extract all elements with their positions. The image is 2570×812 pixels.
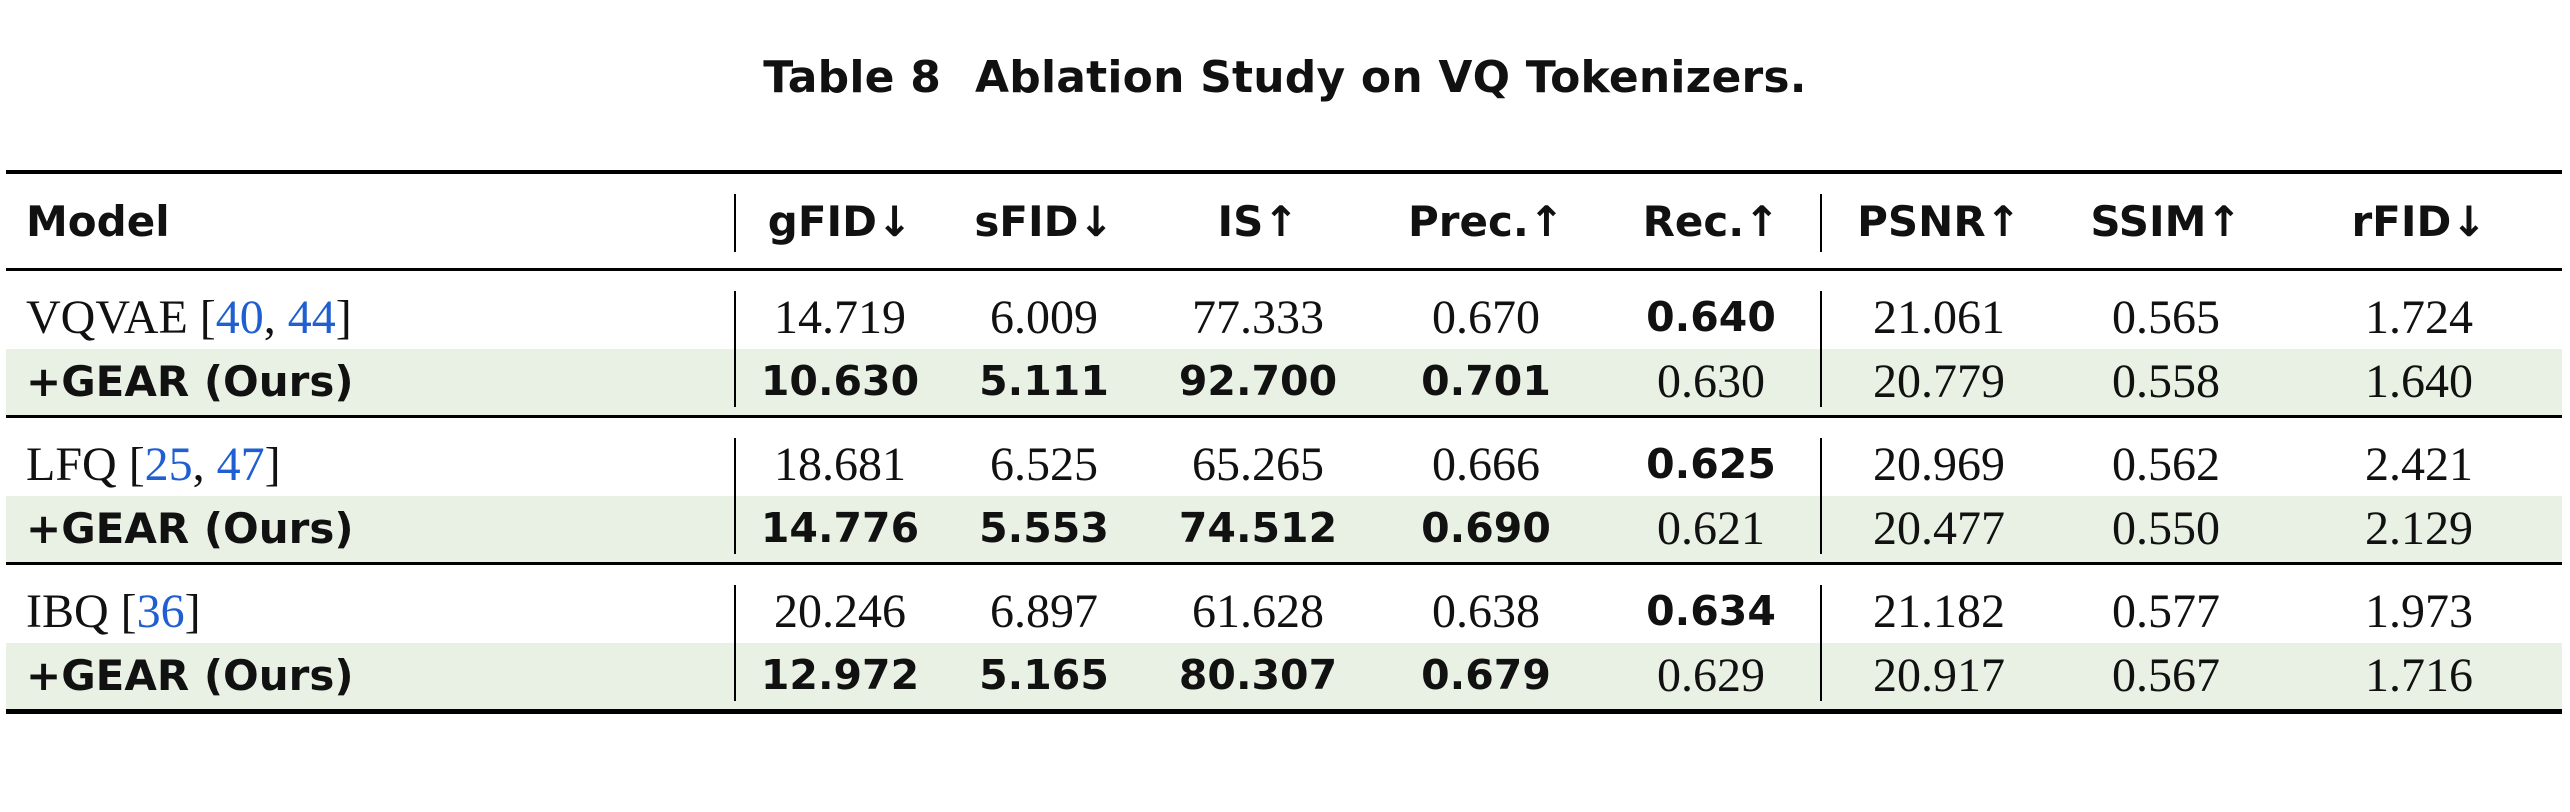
- rfid-cell: 1.724: [2365, 290, 2473, 344]
- gfid-cell: 18.681: [774, 437, 906, 491]
- model-name: LFQ: [26, 437, 117, 491]
- gfid-cell: 14.719: [774, 290, 906, 344]
- is-cell: 77.333: [1192, 290, 1324, 344]
- rec-cell: 0.630: [1600, 349, 1822, 418]
- header-sfid: sFID↓: [944, 170, 1144, 271]
- psnr-cell: 20.779: [1822, 349, 2056, 418]
- rec-cell: 0.621: [1600, 496, 1822, 565]
- table-row-ours: +GEAR (Ours) 12.972 5.165 80.307 0.679 0…: [6, 643, 2562, 714]
- model-name: +GEAR (Ours): [6, 643, 736, 714]
- citation-bracket: ]: [264, 437, 281, 491]
- rfid-cell: 2.421: [2365, 437, 2473, 491]
- psnr-cell: 20.969: [1873, 437, 2005, 491]
- psnr-cell: 20.477: [1822, 496, 2056, 565]
- header-rec: Rec.↑: [1600, 170, 1822, 271]
- model-name: IBQ: [26, 584, 109, 638]
- citation-bracket: [: [199, 290, 216, 344]
- prec-cell: 0.638: [1432, 584, 1540, 638]
- citation-link[interactable]: 40: [215, 290, 264, 344]
- sfid-cell: 6.897: [990, 584, 1098, 638]
- sfid-cell: 5.165: [944, 643, 1144, 714]
- citation-separator: ,: [192, 437, 217, 491]
- model-name: +GEAR (Ours): [6, 349, 736, 418]
- ssim-cell: 0.567: [2056, 643, 2276, 714]
- table-label: Table 8: [763, 52, 942, 103]
- header-is: IS↑: [1144, 170, 1372, 271]
- rfid-cell: 1.973: [2365, 584, 2473, 638]
- sfid-cell: 6.009: [990, 290, 1098, 344]
- citation-link[interactable]: 36: [136, 584, 185, 638]
- header-prec: Prec.↑: [1372, 170, 1600, 271]
- citation-bracket: ]: [335, 290, 352, 344]
- gfid-cell: 10.630: [736, 349, 944, 418]
- prec-cell: 0.666: [1432, 437, 1540, 491]
- prec-cell: 0.670: [1432, 290, 1540, 344]
- table-row-ours: +GEAR (Ours) 14.776 5.553 74.512 0.690 0…: [6, 496, 2562, 565]
- is-cell: 74.512: [1144, 496, 1372, 565]
- ablation-table: Model gFID↓ sFID↓ IS↑ Prec.↑ Rec.↑ PSNR↑…: [6, 170, 2562, 714]
- citation-link[interactable]: 25: [144, 437, 193, 491]
- citation-link[interactable]: 44: [287, 290, 336, 344]
- header-gfid: gFID↓: [736, 170, 944, 271]
- table-row-ibq: IBQ [36] 20.246 6.897 61.628 0.638 0.634…: [6, 564, 2562, 644]
- header-model: Model: [6, 170, 736, 271]
- model-name: VQVAE: [26, 290, 188, 344]
- citation-bracket: ]: [184, 584, 201, 638]
- sfid-cell: 5.553: [944, 496, 1144, 565]
- psnr-cell: 21.061: [1873, 290, 2005, 344]
- rfid-cell: 2.129: [2276, 496, 2562, 565]
- psnr-cell: 21.182: [1873, 584, 2005, 638]
- header-ssim: SSIM↑: [2056, 170, 2276, 271]
- rfid-cell: 1.716: [2276, 643, 2562, 714]
- citation-separator: ,: [263, 290, 288, 344]
- model-name-cell: LFQ [25, 47]: [6, 417, 736, 497]
- table-title: Ablation Study on VQ Tokenizers.: [975, 52, 1807, 103]
- citation-link[interactable]: 47: [216, 437, 265, 491]
- rec-cell: 0.640: [1600, 270, 1822, 350]
- citation-bracket: [: [128, 437, 145, 491]
- rec-cell: 0.634: [1600, 564, 1822, 644]
- header-row: Model gFID↓ sFID↓ IS↑ Prec.↑ Rec.↑ PSNR↑…: [6, 170, 2562, 271]
- gfid-cell: 12.972: [736, 643, 944, 714]
- header-psnr: PSNR↑: [1822, 170, 2056, 271]
- sfid-cell: 5.111: [944, 349, 1144, 418]
- is-cell: 92.700: [1144, 349, 1372, 418]
- rec-cell: 0.625: [1600, 417, 1822, 497]
- ssim-cell: 0.577: [2112, 584, 2220, 638]
- rec-cell: 0.629: [1600, 643, 1822, 714]
- prec-cell: 0.701: [1372, 349, 1600, 418]
- table-row-vqvae: VQVAE [40, 44] 14.719 6.009 77.333 0.670…: [6, 270, 2562, 350]
- ssim-cell: 0.558: [2056, 349, 2276, 418]
- model-name-cell: IBQ [36]: [6, 564, 736, 644]
- psnr-cell: 20.917: [1822, 643, 2056, 714]
- prec-cell: 0.690: [1372, 496, 1600, 565]
- table-caption: Table 8 Ablation Study on VQ Tokenizers.: [0, 52, 2570, 103]
- is-cell: 61.628: [1192, 584, 1324, 638]
- ssim-cell: 0.565: [2112, 290, 2220, 344]
- rfid-cell: 1.640: [2276, 349, 2562, 418]
- ssim-cell: 0.550: [2056, 496, 2276, 565]
- gfid-cell: 14.776: [736, 496, 944, 565]
- prec-cell: 0.679: [1372, 643, 1600, 714]
- gfid-cell: 20.246: [774, 584, 906, 638]
- table-row-ours: +GEAR (Ours) 10.630 5.111 92.700 0.701 0…: [6, 349, 2562, 418]
- citation-bracket: [: [120, 584, 137, 638]
- model-name-cell: VQVAE [40, 44]: [6, 270, 736, 350]
- is-cell: 65.265: [1192, 437, 1324, 491]
- header-rfid: rFID↓: [2276, 170, 2562, 271]
- is-cell: 80.307: [1144, 643, 1372, 714]
- table-row-lfq: LFQ [25, 47] 18.681 6.525 65.265 0.666 0…: [6, 417, 2562, 497]
- model-name: +GEAR (Ours): [6, 496, 736, 565]
- sfid-cell: 6.525: [990, 437, 1098, 491]
- ssim-cell: 0.562: [2112, 437, 2220, 491]
